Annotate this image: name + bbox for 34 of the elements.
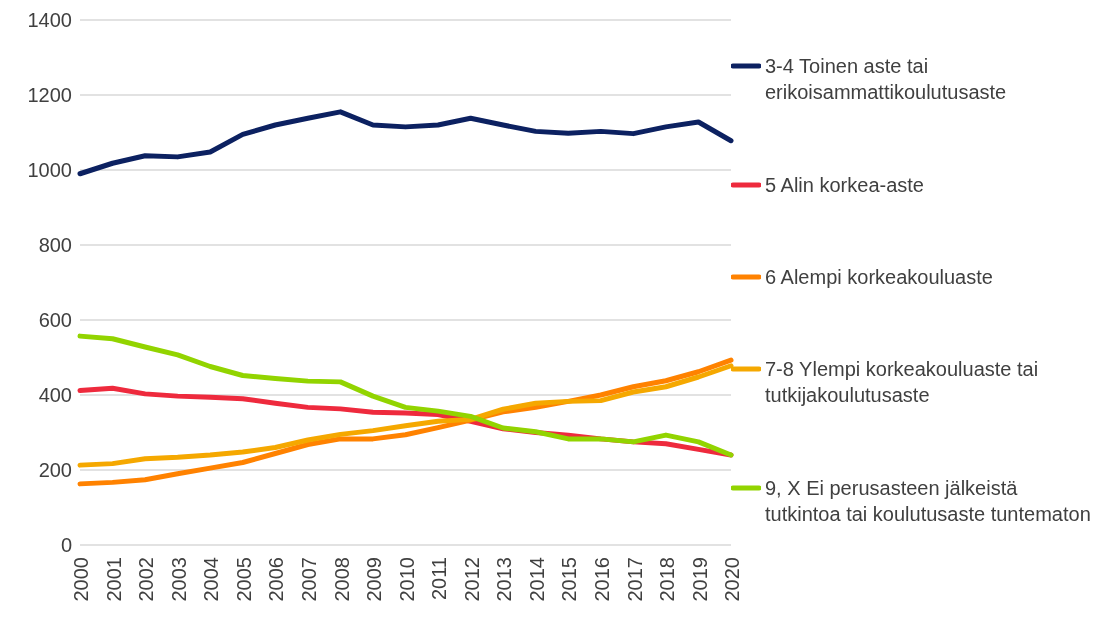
x-tick-label: 2009 [363, 557, 386, 602]
y-tick-label: 1400 [27, 9, 72, 32]
y-tick-label: 1000 [27, 159, 72, 182]
x-tick-label: 2014 [525, 557, 548, 602]
y-tick-label: 600 [38, 309, 72, 332]
x-tick-label: 2016 [591, 557, 613, 602]
x-tick-label: 2005 [232, 557, 255, 602]
x-tick-label: 2013 [493, 557, 516, 602]
y-tick-label: 0 [60, 534, 72, 557]
y-tick-label: 1200 [27, 84, 72, 107]
x-tick-label: 2017 [623, 557, 646, 602]
legend-label: 6 Alempi korkeakouluaste [765, 264, 993, 290]
x-tick-label: 2002 [135, 557, 158, 602]
x-tick-label: 2007 [298, 557, 321, 602]
y-tick-label: 800 [38, 234, 72, 257]
x-tick-label: 2010 [395, 557, 418, 602]
legend-label: 9, X Ei perusasteen jälkeistä tutkintoa tai koulutusaste tuntematon [765, 475, 1091, 527]
x-tick-label: 2004 [200, 557, 223, 602]
y-tick-label: 200 [38, 459, 72, 482]
x-tick-label: 2000 [70, 557, 93, 602]
x-tick-label: 2003 [167, 557, 190, 602]
x-tick-label: 2015 [558, 557, 581, 602]
x-tick-label: 2006 [265, 557, 288, 602]
x-tick-label: 2008 [330, 557, 353, 602]
legend-label: 3-4 Toinen aste tai erikoisammattikoulutusaste [765, 54, 1008, 106]
x-tick-label: 2011 [428, 557, 451, 601]
x-tick-label: 2020 [721, 557, 744, 602]
x-tick-label: 2018 [656, 557, 679, 602]
x-tick-label: 2001 [102, 557, 125, 602]
x-tick-label: 2019 [688, 557, 711, 602]
legend-label: 5 Alin korkea-aste [765, 172, 924, 198]
x-tick-label: 2012 [460, 557, 483, 602]
y-tick-label: 400 [38, 384, 72, 407]
legend-label: 7-8 Ylempi korkeakouluaste tai tutkijakoulutusaste [765, 357, 1040, 409]
